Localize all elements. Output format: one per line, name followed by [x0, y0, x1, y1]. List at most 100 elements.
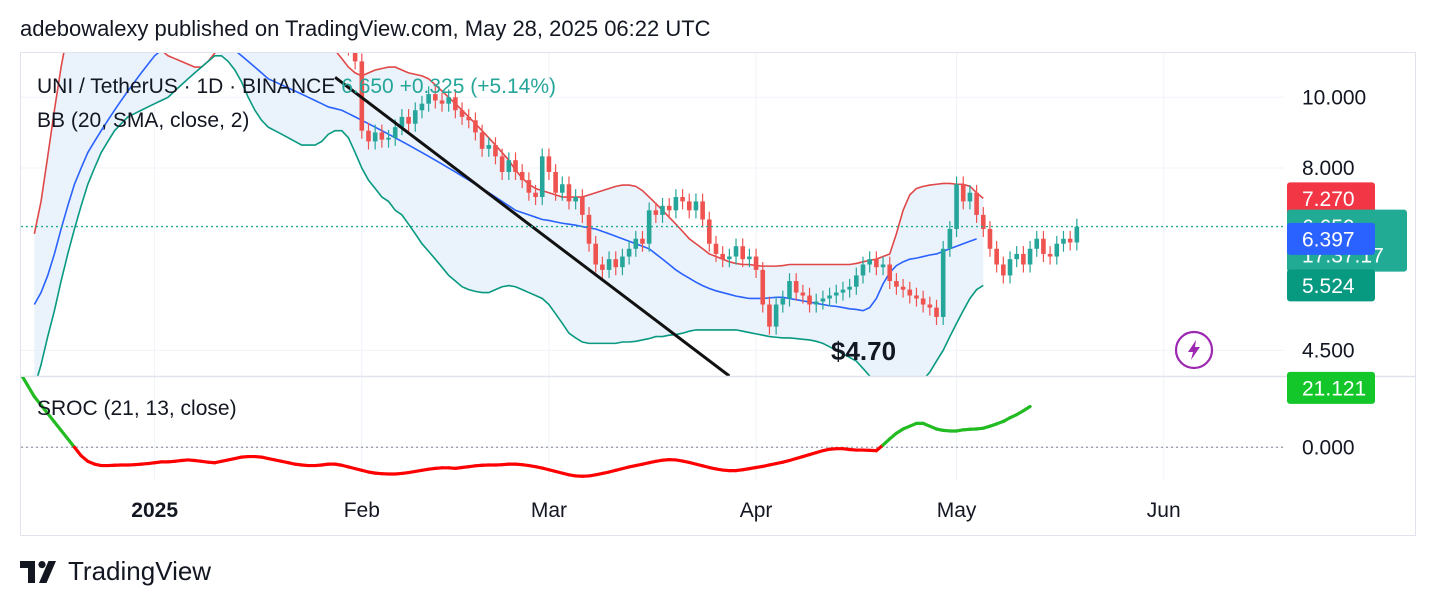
price-tick-label: 10.000 — [1302, 86, 1366, 109]
candle-body — [974, 192, 979, 215]
candle-body — [874, 259, 879, 268]
candle-body — [653, 210, 659, 215]
candle-body — [366, 130, 371, 142]
candle — [760, 262, 766, 313]
candle — [874, 251, 879, 276]
candle — [640, 230, 645, 252]
candle-body — [707, 219, 712, 244]
footer-brand[interactable]: TradingView — [20, 556, 211, 587]
candle — [533, 184, 538, 206]
candle-body — [573, 197, 578, 202]
candle — [506, 152, 512, 181]
candle-body — [433, 94, 438, 101]
candle-body — [626, 248, 632, 257]
candle-body — [887, 264, 893, 282]
candle-body — [600, 264, 605, 270]
bb-upper-price-tag-text: 7.270 — [1302, 188, 1355, 211]
sroc-value-tag-text: 21.121 — [1302, 377, 1366, 400]
candle-body — [680, 197, 685, 202]
candle — [593, 235, 598, 273]
candle — [613, 251, 619, 276]
candle-body — [406, 116, 411, 124]
time-tick-label: Jun — [1147, 499, 1181, 522]
candle — [1001, 256, 1006, 284]
bollinger-band-fill — [34, 53, 984, 376]
candle — [780, 290, 786, 313]
bb-upper-price-tag: 7.270 — [1287, 182, 1375, 215]
candle-body — [559, 184, 565, 193]
candle-body — [727, 256, 732, 260]
candle — [626, 240, 632, 265]
candle-body — [820, 298, 826, 302]
candle-body — [927, 304, 933, 308]
sroc-segment — [21, 377, 30, 388]
time-tick-label: Mar — [531, 499, 567, 522]
candle — [573, 189, 578, 210]
candle-body — [399, 116, 405, 128]
bb-lower-price-tag: 5.524 — [1287, 269, 1375, 302]
candle-body — [533, 192, 538, 198]
symbol-legend-line: UNI / TetherUS · 1D · BINANCE 6.650 +0.3… — [37, 75, 556, 98]
candle — [900, 278, 906, 298]
candle — [740, 238, 746, 268]
candle — [399, 109, 405, 136]
candle-body — [593, 243, 598, 265]
candle-body — [940, 248, 946, 317]
candle — [693, 193, 699, 219]
candle — [412, 102, 418, 132]
symbol-pair: UNI / TetherUS · 1D · BINANCE — [37, 75, 341, 98]
symbol-price: 6.650 — [341, 75, 399, 98]
candle — [927, 296, 933, 316]
candle — [1041, 230, 1046, 262]
candle — [894, 273, 899, 295]
candle — [620, 248, 625, 276]
candle-body — [860, 264, 866, 276]
price-chart[interactable]: $4.70 UNI / TetherUS · 1D · BINANCE 6.650… — [21, 53, 1415, 535]
candle-body — [854, 275, 859, 287]
candle-body — [740, 246, 746, 260]
candle-body — [526, 180, 532, 193]
candle-body — [646, 210, 652, 244]
candle — [633, 230, 639, 257]
candle — [787, 273, 792, 307]
candle-body — [513, 160, 518, 172]
candle-body — [499, 156, 505, 172]
candle — [499, 148, 505, 181]
candle-body — [613, 259, 619, 268]
candle — [513, 152, 518, 181]
candle — [840, 281, 846, 301]
time-tick-label: Apr — [740, 499, 773, 522]
candle-body — [920, 298, 926, 305]
candle — [813, 293, 819, 313]
publish-info: adebowalexy published on TradingView.com… — [20, 16, 711, 41]
brand-name: TradingView — [68, 556, 212, 586]
candle — [967, 184, 973, 210]
lightning-icon-bolt — [1188, 340, 1200, 360]
candle — [833, 284, 839, 304]
candle — [1034, 230, 1040, 257]
candle-body — [833, 292, 839, 296]
candle — [800, 284, 806, 304]
candle-body — [1054, 243, 1060, 257]
candle-body — [439, 100, 445, 104]
sroc-segment — [26, 383, 36, 399]
candle — [539, 148, 545, 206]
candle-body — [773, 304, 779, 327]
bb-basis-price-tag-text: 6.397 — [1302, 228, 1355, 251]
candle — [867, 251, 872, 273]
symbol-change: +0.325 (+5.14%) — [400, 75, 556, 98]
candle-body — [900, 286, 906, 290]
candle — [934, 299, 939, 325]
candle — [1074, 218, 1080, 251]
candle — [807, 287, 812, 313]
candle-body — [553, 171, 558, 193]
candle — [459, 102, 465, 125]
candle-body — [693, 201, 699, 211]
candle-body — [700, 201, 705, 220]
candle — [733, 238, 739, 265]
candle — [433, 86, 438, 109]
candle — [559, 176, 565, 201]
price-tick-label: 4.500 — [1302, 339, 1355, 362]
candle — [753, 248, 759, 278]
candle-body — [994, 248, 999, 265]
